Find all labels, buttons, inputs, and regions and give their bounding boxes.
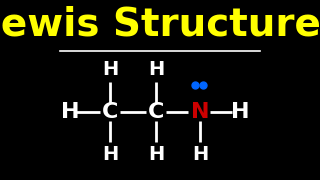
Text: H: H [148,60,164,78]
Text: H: H [102,145,118,165]
Text: N: N [191,102,209,122]
Text: C: C [148,102,164,122]
Text: C: C [102,102,118,122]
Text: H: H [61,102,79,122]
Text: H: H [231,102,249,122]
Text: H: H [192,145,208,165]
Text: Lewis Structures: Lewis Structures [0,5,320,43]
Text: H: H [148,145,164,165]
Text: H: H [102,60,118,78]
